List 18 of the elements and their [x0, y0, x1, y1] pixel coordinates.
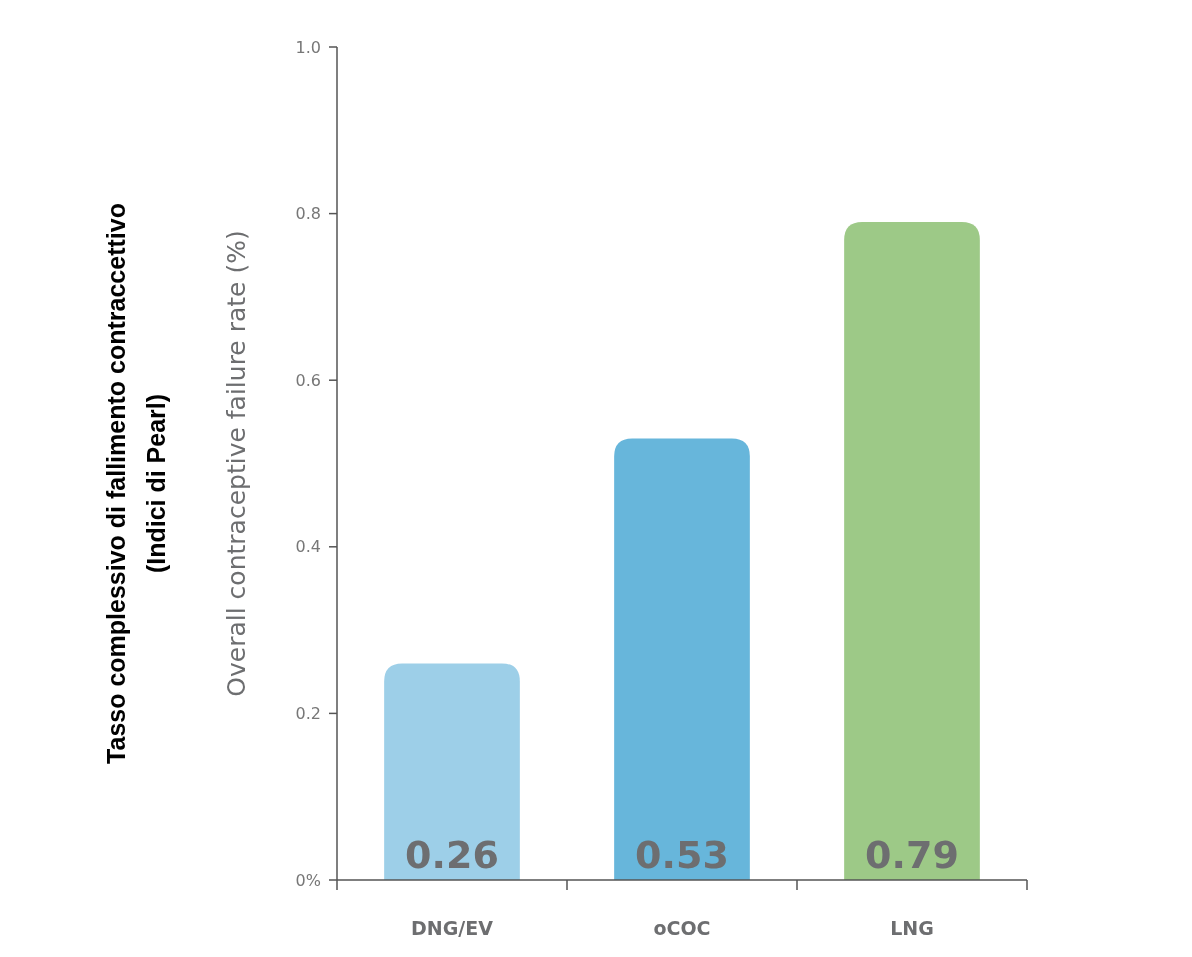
y-tick-label: 0.6 — [295, 370, 321, 390]
bar — [384, 663, 520, 880]
data-label: 0.53 — [635, 833, 729, 877]
y-tick-label: 0% — [295, 870, 321, 890]
y-tick-label: 0.8 — [295, 204, 321, 224]
x-tick-label: LNG — [890, 917, 934, 939]
y-tick-label: 0.4 — [295, 537, 321, 557]
data-label: 0.26 — [405, 833, 499, 877]
y-tick-label: 0.2 — [295, 704, 321, 723]
y-axis-title: Overall contraceptive failure rate (%) — [222, 230, 251, 697]
bar — [844, 221, 980, 880]
y-tick-label: 1.0 — [295, 37, 321, 57]
x-tick-label: oCOC — [653, 917, 711, 939]
bar — [614, 438, 750, 880]
x-tick-label: DNG/EV — [411, 917, 494, 939]
text: (Indici di Pearl) — [142, 393, 170, 574]
text: Tasso complessivo di fallimento contraccettivo — [102, 203, 130, 764]
data-label: 0.79 — [865, 833, 959, 877]
